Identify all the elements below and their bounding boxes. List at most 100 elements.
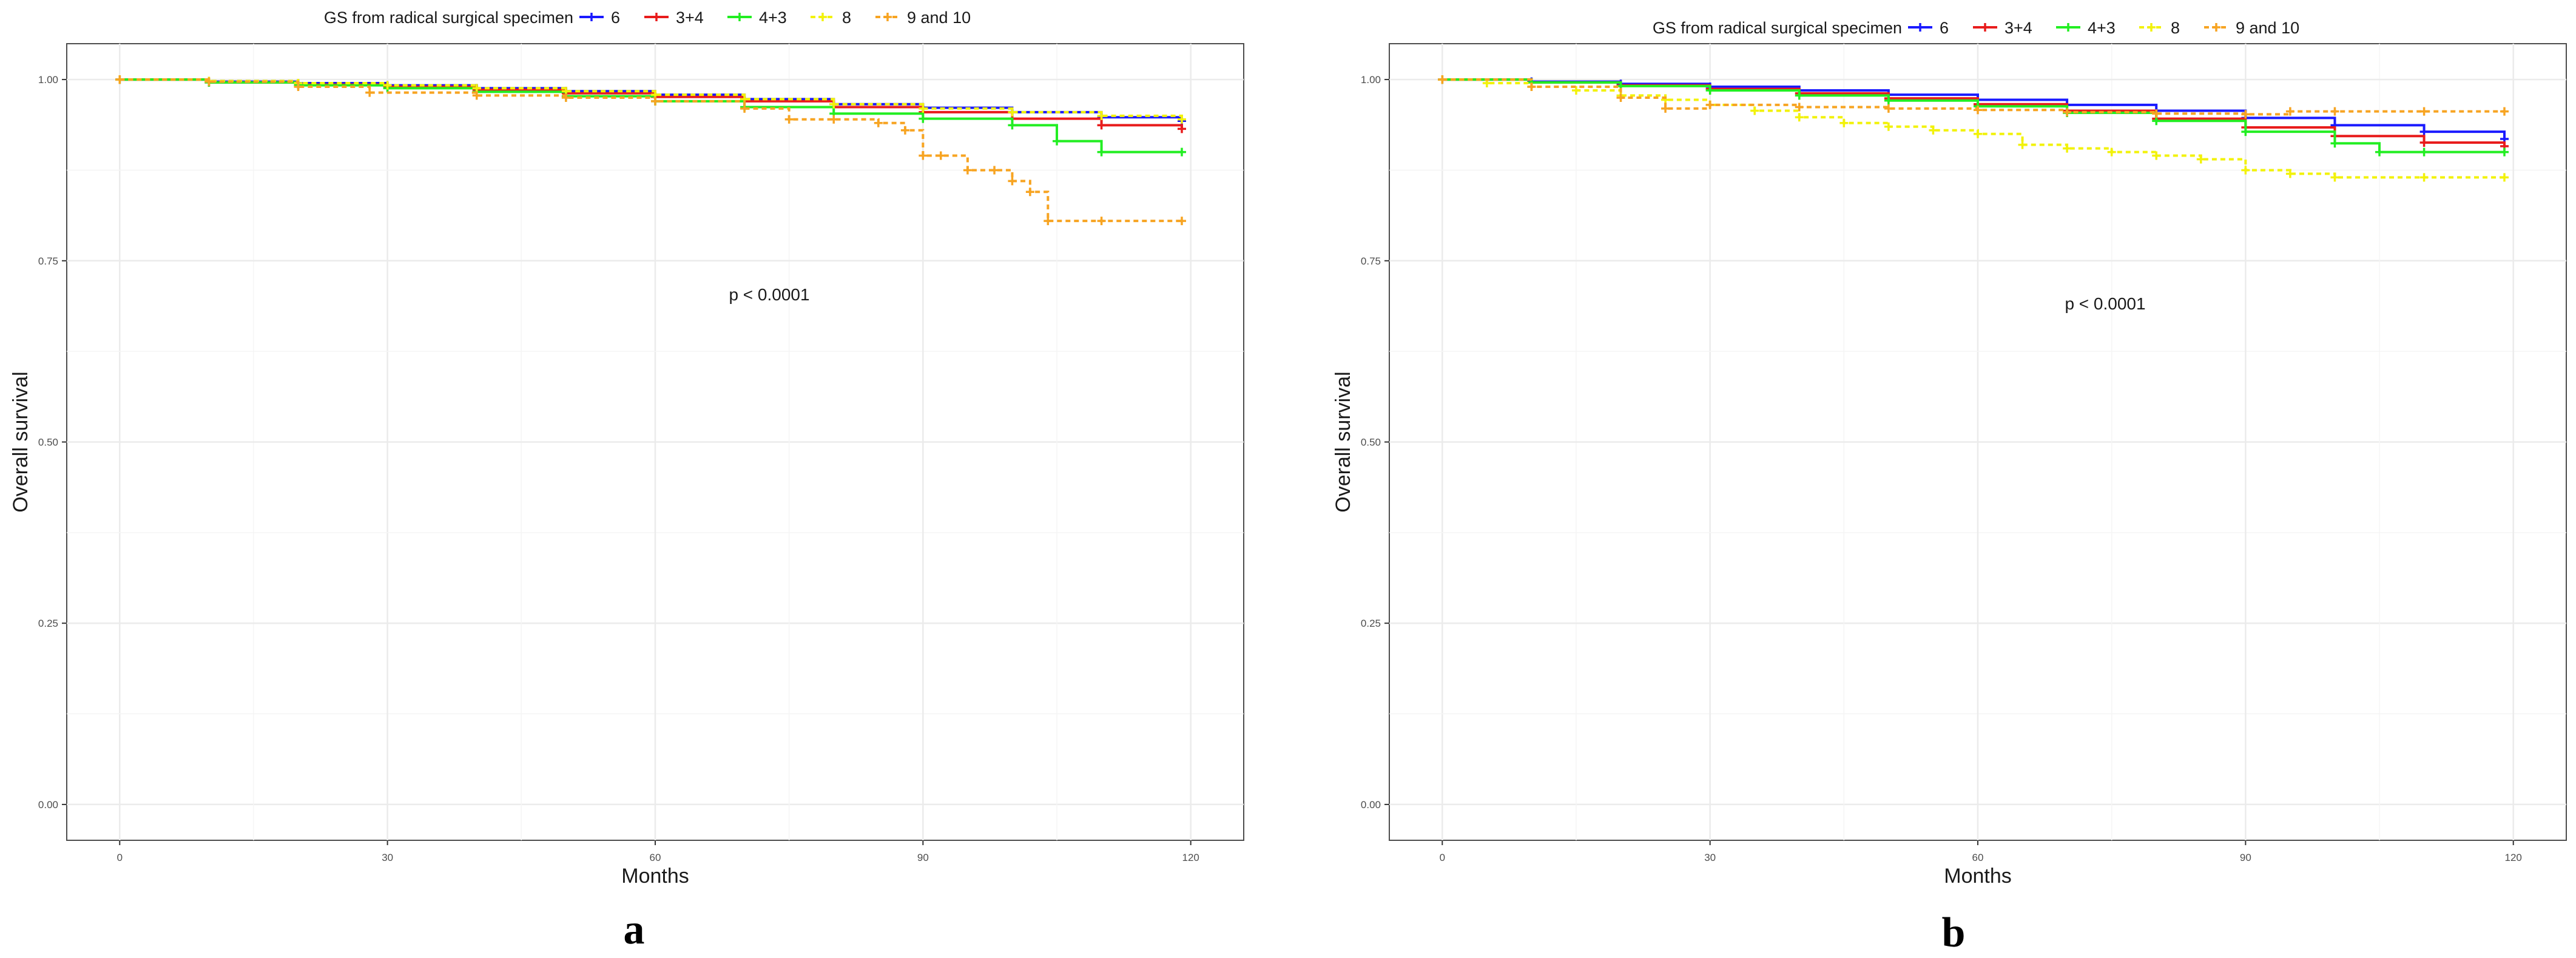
legend-key-cross xyxy=(652,13,661,21)
censor-mark xyxy=(2419,127,2429,137)
censor-mark xyxy=(2107,147,2116,157)
censor-mark xyxy=(2500,173,2509,182)
censor-mark xyxy=(2241,127,2250,137)
censor-mark xyxy=(740,104,749,113)
censor-mark xyxy=(1008,107,1017,116)
x-tick-label: 90 xyxy=(2240,852,2251,863)
legend-label: 8 xyxy=(842,8,851,27)
y-tick-label: 0.25 xyxy=(1361,618,1381,629)
legend-title: GS from radical surgical specimen xyxy=(1653,19,1902,37)
p-value-annotation: p < 0.0001 xyxy=(729,285,809,304)
censor-mark xyxy=(1177,217,1186,226)
censor-mark xyxy=(2330,107,2339,116)
censor-mark xyxy=(1929,126,1938,135)
censor-mark xyxy=(1008,121,1017,130)
censor-mark xyxy=(1661,104,1670,113)
legend-key-cross xyxy=(818,13,827,21)
censor-mark xyxy=(294,83,303,92)
censor-mark xyxy=(1025,187,1034,197)
censor-mark xyxy=(561,93,570,102)
censor-mark xyxy=(2241,166,2250,175)
x-tick-label: 120 xyxy=(1182,852,1199,863)
censor-mark xyxy=(2152,151,2161,160)
censor-mark xyxy=(2419,107,2429,116)
censor-mark xyxy=(1044,217,1053,226)
x-axis-title: Months xyxy=(1944,865,2012,888)
censor-mark xyxy=(115,75,124,84)
censor-mark xyxy=(2063,107,2072,116)
censor-mark xyxy=(919,151,928,160)
censor-mark xyxy=(204,77,214,86)
legend-label: 3+4 xyxy=(2004,19,2032,37)
x-tick-label: 0 xyxy=(117,852,123,863)
legend-key-cross xyxy=(1981,23,1989,32)
panel-label: a xyxy=(624,906,645,953)
censor-mark xyxy=(829,100,838,109)
censor-mark xyxy=(1884,96,1893,105)
x-tick-label: 120 xyxy=(2505,852,2522,863)
censor-mark xyxy=(2419,147,2429,157)
censor-mark xyxy=(2330,173,2339,182)
censor-mark xyxy=(1097,217,1106,226)
x-tick-label: 0 xyxy=(1440,852,1445,863)
censor-mark xyxy=(1974,129,1982,138)
censor-mark xyxy=(1795,91,1804,100)
p-value-annotation: p < 0.0001 xyxy=(2065,294,2145,313)
censor-mark xyxy=(2241,110,2250,119)
legend-key-cross xyxy=(735,13,744,21)
y-tick-label: 0.00 xyxy=(38,799,58,811)
legend-label: 4+3 xyxy=(759,8,787,27)
censor-mark xyxy=(919,114,928,123)
censor-mark xyxy=(963,166,972,175)
legend-label: 6 xyxy=(611,8,620,27)
censor-mark xyxy=(1705,100,1715,109)
x-tick-label: 60 xyxy=(1972,852,1984,863)
censor-mark xyxy=(919,104,928,113)
censor-mark xyxy=(1438,75,1447,84)
censor-mark xyxy=(1571,86,1580,95)
censor-mark xyxy=(990,166,999,175)
y-tick-label: 0.50 xyxy=(1361,437,1381,448)
censor-mark xyxy=(1884,122,1893,131)
censor-mark xyxy=(1097,147,1106,157)
censor-mark xyxy=(1616,93,1625,102)
censor-mark xyxy=(1177,124,1186,133)
x-tick-label: 30 xyxy=(1704,852,1716,863)
censor-mark xyxy=(472,84,481,93)
grid-lines xyxy=(67,44,1244,840)
legend-key-cross xyxy=(883,13,892,21)
censor-mark xyxy=(2500,107,2509,116)
y-tick-label: 0.25 xyxy=(38,618,58,629)
y-tick-label: 0.00 xyxy=(1361,799,1381,811)
censor-mark xyxy=(2018,140,2027,149)
y-tick-label: 0.75 xyxy=(38,255,58,267)
censor-mark xyxy=(1008,177,1017,186)
censor-mark xyxy=(1053,137,1062,146)
censor-mark xyxy=(1097,121,1106,130)
censor-mark xyxy=(2285,169,2294,178)
censor-mark xyxy=(874,118,883,127)
censor-mark xyxy=(1750,106,1759,115)
censor-mark xyxy=(1177,147,1186,157)
x-tick-label: 60 xyxy=(650,852,661,863)
censor-mark xyxy=(2152,116,2161,126)
legend-key-cross xyxy=(2147,23,2156,32)
censor-mark xyxy=(2500,147,2509,157)
legend-title: GS from radical surgical specimen xyxy=(324,8,573,27)
censor-mark xyxy=(2196,155,2205,164)
legend-label: 6 xyxy=(1940,19,1949,37)
y-axis-title: Overall survival xyxy=(1332,371,1355,512)
censor-mark xyxy=(2152,109,2161,118)
censor-mark xyxy=(2285,107,2294,116)
km-curve-4+3 xyxy=(120,78,1182,153)
censor-mark xyxy=(1705,86,1715,95)
legend-label: 8 xyxy=(2171,19,2180,37)
legend-label: 3+4 xyxy=(676,8,704,27)
censor-mark xyxy=(1177,115,1186,124)
censor-mark xyxy=(2063,144,2072,153)
legend-label: 9 and 10 xyxy=(907,8,971,27)
panel-label: b xyxy=(1942,909,1966,956)
censor-mark xyxy=(1839,118,1849,127)
